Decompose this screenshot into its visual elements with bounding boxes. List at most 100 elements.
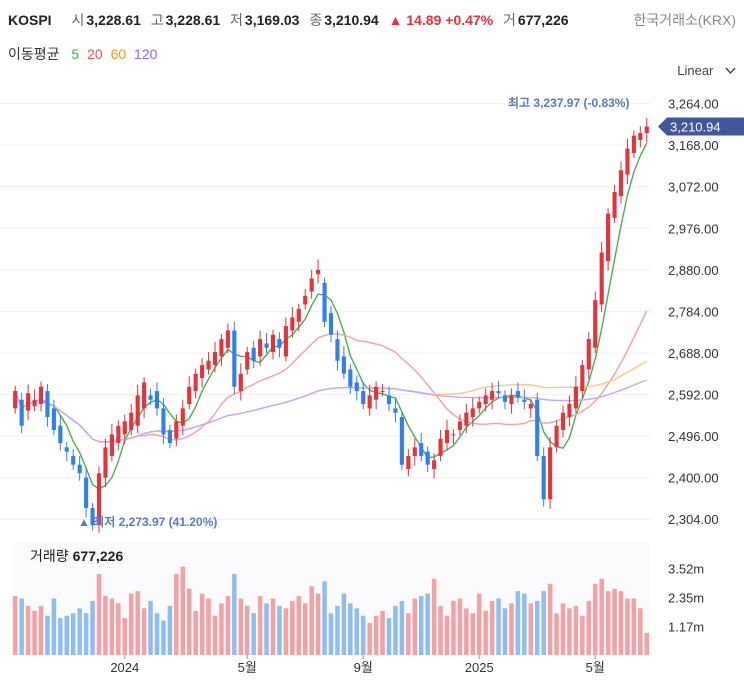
candle-body [419,443,424,457]
ma-120[interactable]: 120 [134,46,158,62]
volume-bar [470,613,476,655]
ma-60[interactable]: 60 [110,46,127,62]
candle-body [509,395,514,405]
candle-body [19,399,24,426]
candle-body [64,447,69,452]
candle-body [38,386,44,405]
volume-bar [360,615,366,655]
high-marker: 최고 3,237.97 (-0.83%) [508,95,629,110]
candle-body [13,391,18,409]
current-price-label: 3,210.94 [670,120,721,135]
volume-bar [212,615,218,655]
volume-bar [328,613,334,655]
volume-label: 거 [503,12,516,28]
candle-body [618,170,624,197]
low-label: 저 [230,12,243,28]
volume-bar [483,610,488,655]
ma-20[interactable]: 20 [87,46,103,62]
volume-bar [109,598,115,655]
volume-bar [58,618,63,655]
volume-bar [225,596,231,655]
high-value: 3,228.61 [165,12,221,28]
volume-bar [592,583,598,655]
candle-body [212,352,218,366]
volume-bar [476,593,482,655]
candle-body [251,347,256,361]
candle-body [187,386,192,405]
price-axis: 3,264.00 3,168.00 3,072.00 2,976.00 2,880.00… [668,97,719,528]
low-value: 3,169.03 [244,12,300,28]
volume-bar [418,596,424,655]
candle-body [496,391,501,394]
volume-bar [367,623,372,655]
volume-bar [161,620,166,655]
candle-body [129,412,134,431]
candle-body [522,399,527,402]
volume-bar [438,605,443,655]
candle-body [290,317,295,331]
change-value: ▲ 14.89 +0.47% [388,12,494,28]
symbol[interactable]: KOSPI [8,12,52,28]
time-tick-label: 5월 [586,660,605,675]
volume-bar [528,603,534,655]
volume-bar [502,608,508,655]
open-label: 시 [71,12,85,28]
volume-bar [599,578,604,655]
close-label: 종 [309,12,323,28]
volume-bar [644,632,650,655]
candle-body [154,391,160,409]
volume-bar [219,603,224,655]
volume-bar [186,588,192,655]
volume-bar [457,598,463,655]
volume-bar [560,603,566,655]
volume-bar [625,598,630,655]
scale-mode-dropdown[interactable]: Linear [677,63,736,78]
volume-tick-label: 1.17m [668,619,704,634]
volume-bar [515,591,521,655]
volume-bar [412,598,418,655]
volume-bar [296,596,302,655]
volume-bar [141,608,147,655]
candle-body [348,369,353,387]
volume-bar [180,566,186,655]
current-price-tag: 3,210.94 [658,117,744,136]
volume-bar [116,603,121,655]
time-tick-label: 5월 [238,660,257,675]
candle-body [148,395,153,400]
volume-bar [341,593,347,655]
candle-body [593,300,598,348]
ma-5[interactable]: 5 [71,46,80,62]
chevron-down-icon [725,63,736,78]
candle-body [483,395,488,405]
volume-bar [380,610,385,655]
candle-body [96,473,102,526]
candle-body [258,339,263,357]
volume-bar [302,603,308,655]
volume-bar [509,603,514,655]
price-tick-label: 3,072.00 [668,180,719,195]
volume-bar [354,608,360,655]
time-tick-label: 2025 [465,660,494,675]
candle-body [135,395,140,426]
candle-body [296,308,301,322]
candle-body [109,434,114,457]
candle-body [554,425,559,448]
candle-body [174,421,179,439]
volume-bar [489,600,495,655]
volume-bar [431,578,437,655]
volume-bar [315,593,321,655]
volume-bar [541,591,546,655]
candle-body [32,399,37,407]
candle-body [380,391,385,393]
candle-body [515,391,520,398]
candle-body [116,425,121,444]
candle-body [477,401,482,409]
close-value: 3,210.94 [324,12,379,28]
volume-bar [464,608,469,655]
candle-body [457,421,462,431]
volume-bar [264,603,269,655]
candle-body [90,507,95,526]
ma-60-line [14,360,648,443]
candle-body [322,282,327,322]
